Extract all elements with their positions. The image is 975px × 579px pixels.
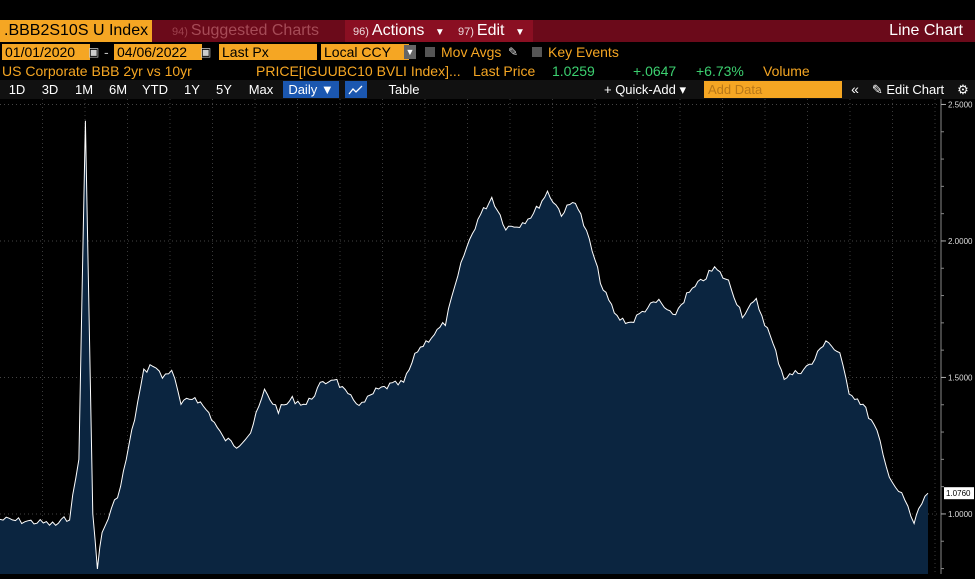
- currency-value: Local CCY: [324, 44, 391, 60]
- dropdown-arrow-icon: ▼: [514, 27, 525, 38]
- dropdown-arrow-icon: ▼: [434, 27, 445, 38]
- price-area-fill: [0, 120, 928, 575]
- pencil-icon[interactable]: ✎: [508, 45, 519, 59]
- currency-select[interactable]: Local CCY: [321, 44, 409, 60]
- date-range-dash: -: [104, 44, 109, 60]
- frequency-dropdown[interactable]: Daily ▼: [283, 81, 339, 98]
- range-1y-button[interactable]: 1Y: [184, 82, 200, 97]
- y-axis-tick-label: 2.0000: [948, 237, 973, 246]
- title-bar: .BBB2S10S U Index 94) Suggested Charts 96…: [0, 20, 975, 42]
- edit-menu[interactable]: 97) Edit ▼: [450, 20, 533, 42]
- suggested-charts-button[interactable]: 94) Suggested Charts: [172, 20, 319, 42]
- end-date-value: 04/06/2022: [117, 44, 188, 60]
- volume-label: Volume: [763, 63, 810, 79]
- actions-menu[interactable]: 96) Actions ▼: [345, 20, 453, 42]
- end-date-field[interactable]: 04/06/2022: [114, 44, 202, 60]
- chart-area[interactable]: 1.0000 1.5000 2.0000 2.5000 1.0760: [0, 99, 975, 575]
- quick-add-button[interactable]: + Quick-Add ▾: [603, 82, 687, 97]
- info-bar: US Corporate BBB 2yr vs 10yr PRICE[IGUUB…: [0, 62, 975, 80]
- gear-icon[interactable]: ⚙: [957, 82, 969, 97]
- chart-toolbar: 1D 3D 1M 6M YTD 1Y 5Y Max Daily ▼ Table …: [0, 80, 975, 99]
- range-5y-button[interactable]: 5Y: [216, 82, 232, 97]
- edit-label: Edit: [476, 22, 505, 39]
- edit-number: 97): [458, 26, 474, 38]
- actions-number: 96): [353, 26, 369, 38]
- price-change: +.0647: [633, 63, 677, 79]
- last-value-label: 1.0760: [946, 489, 971, 498]
- last-value-tag: 1.0760: [944, 487, 974, 500]
- pencil-icon: ✎: [871, 82, 883, 97]
- price-field-select[interactable]: Last Px: [219, 44, 317, 60]
- calendar-icon[interactable]: ▣: [200, 45, 212, 59]
- range-max-button[interactable]: Max: [248, 82, 274, 97]
- security-ticker[interactable]: .BBB2S10S U Index: [0, 20, 153, 42]
- key-events-checkbox[interactable]: [532, 47, 542, 57]
- start-date-field[interactable]: 01/01/2020: [2, 44, 90, 60]
- mov-avgs-checkbox[interactable]: [425, 47, 435, 57]
- last-price-value: 1.0259: [552, 63, 595, 79]
- key-events-label: Key Events: [548, 44, 619, 60]
- security-name: US Corporate BBB 2yr vs 10yr: [2, 63, 192, 79]
- line-chart-icon[interactable]: [345, 81, 367, 98]
- suggested-charts-number: 94): [172, 26, 188, 38]
- chart-type-label: Line Chart: [889, 22, 963, 39]
- price-line: [0, 120, 929, 570]
- y-axis-tick-label: 1.5000: [948, 373, 973, 382]
- collapse-icon[interactable]: «: [851, 81, 859, 97]
- actions-label: Actions: [371, 22, 425, 39]
- price-field-value: Last Px: [222, 44, 269, 60]
- line-chart-glyph-icon: [348, 85, 363, 95]
- range-ytd-button[interactable]: YTD: [142, 82, 168, 97]
- range-3d-button[interactable]: 3D: [41, 82, 59, 97]
- settings-bar: 01/01/2020 ▣ - 04/06/2022 ▣ Last Px Loca…: [0, 43, 975, 61]
- edit-chart-label: Edit Chart: [886, 82, 945, 97]
- chevron-down-icon[interactable]: ▼: [404, 45, 416, 59]
- mov-avgs-label: Mov Avgs: [441, 44, 502, 60]
- suggested-charts-label: Suggested Charts: [190, 22, 319, 39]
- range-1m-button[interactable]: 1M: [74, 82, 94, 97]
- last-price-label: Last Price: [473, 63, 536, 79]
- start-date-value: 01/01/2020: [5, 44, 76, 60]
- price-change-percent: +6.73%: [696, 63, 744, 79]
- edit-chart-button[interactable]: ✎ Edit Chart: [868, 81, 948, 98]
- price-chart[interactable]: 1.0000 1.5000 2.0000 2.5000 1.0760: [0, 99, 975, 575]
- range-1d-button[interactable]: 1D: [8, 82, 26, 97]
- range-6m-button[interactable]: 6M: [108, 82, 128, 97]
- add-data-input[interactable]: Add Data: [704, 81, 842, 98]
- calendar-icon[interactable]: ▣: [88, 45, 100, 59]
- y-axis: 1.0000 1.5000 2.0000 2.5000 1.0760: [940, 99, 974, 574]
- y-axis-tick-label: 1.0000: [948, 510, 973, 519]
- y-axis-tick-label: 2.5000: [948, 100, 973, 109]
- last-value-tag-box: [944, 487, 974, 500]
- price-formula: PRICE[IGUUBC10 BVLI Index]...: [256, 63, 461, 79]
- table-button[interactable]: Table: [388, 82, 420, 97]
